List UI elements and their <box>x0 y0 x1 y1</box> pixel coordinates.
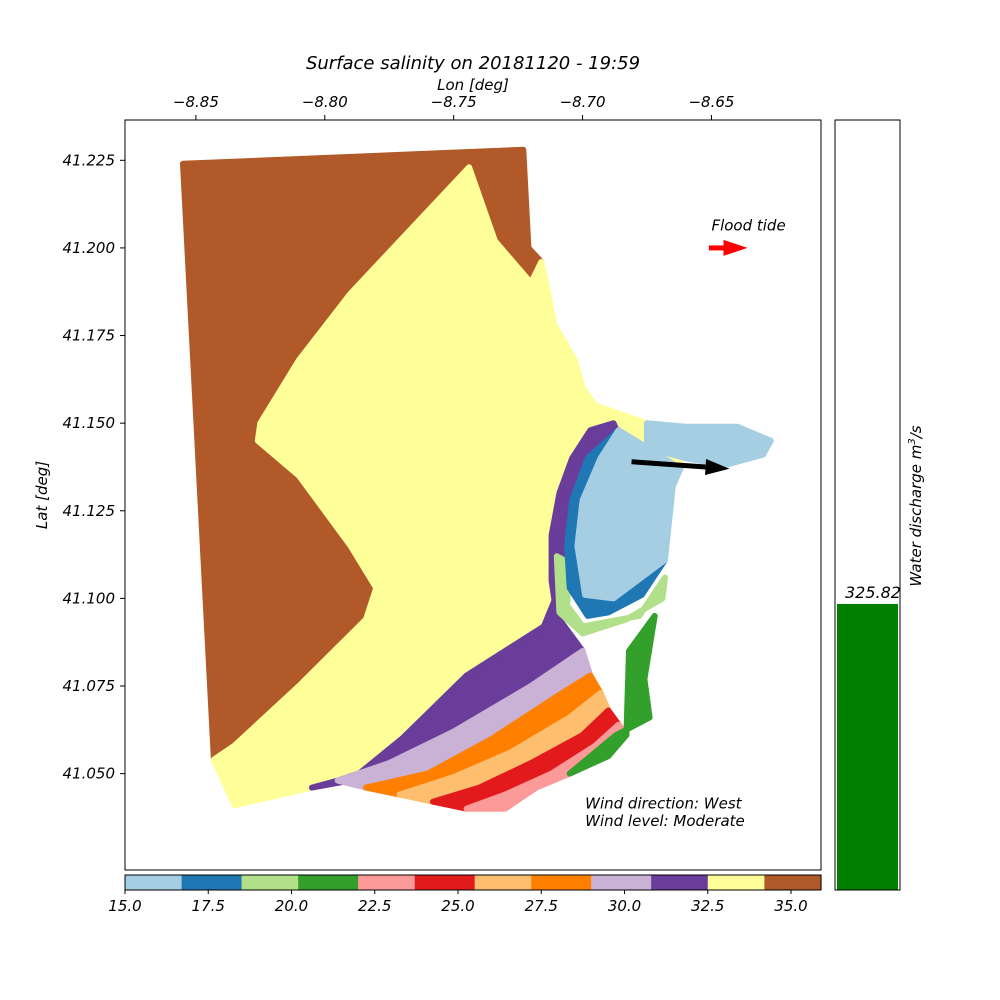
colorbar-bin-2 <box>241 875 299 890</box>
colorbar-tick-label: 17.5 <box>192 897 225 915</box>
discharge-frame <box>834 119 901 891</box>
arrows <box>631 239 748 475</box>
flood-tide-label: Flood tide <box>711 216 785 234</box>
colorbar-bin-11 <box>764 875 822 890</box>
colorbar-bin-8 <box>591 875 652 890</box>
x-axis-label: Lon [deg] <box>437 76 509 94</box>
x-tick-label: −8.80 <box>302 93 348 111</box>
wind-level-label: Wind level: Moderate <box>585 812 745 830</box>
x-tick-label: −8.75 <box>431 93 477 111</box>
flood-tide-arrow-head <box>723 239 748 256</box>
wind-arrow-head <box>705 459 730 475</box>
colorbar-bin-0 <box>125 875 183 890</box>
x-tick-label: −8.70 <box>560 93 606 111</box>
discharge-value-label: 325.82 <box>845 583 901 602</box>
y-tick-label: 41.200 <box>63 239 116 257</box>
colorbar-tick-label: 22.5 <box>358 897 391 915</box>
y-tick-label: 41.175 <box>63 327 116 345</box>
salinity-region-9 <box>553 553 668 637</box>
colorbar-tick-label: 25.0 <box>441 897 474 915</box>
colorbar-tick-label: 27.5 <box>525 897 558 915</box>
chart-title: Surface salinity on 20181120 - 19:59 <box>306 53 640 74</box>
y-tick-label: 41.225 <box>63 151 116 169</box>
colorbar-tick-label: 32.5 <box>691 897 724 915</box>
salinity-region-12 <box>644 420 774 469</box>
colorbar <box>125 875 822 890</box>
y-tick-label: 41.100 <box>63 589 116 607</box>
discharge-axis-label: Water discharge m3/s <box>907 425 925 586</box>
colorbar-bin-5 <box>414 875 476 890</box>
colorbar-bin-4 <box>358 875 416 890</box>
y-tick-label: 41.125 <box>63 502 116 520</box>
colorbar-tick-label: 15.0 <box>108 897 141 915</box>
map-plot-frame <box>124 119 822 871</box>
discharge-bar-fill <box>837 603 898 890</box>
y-tick-label: 41.050 <box>63 765 116 783</box>
colorbar-bin-1 <box>181 875 243 890</box>
wind-direction-label: Wind direction: West <box>585 795 743 813</box>
y-tick-label: 41.150 <box>63 414 116 432</box>
colorbar-bin-9 <box>651 875 709 890</box>
discharge-axis-label-suffix: /s <box>907 425 925 440</box>
colorbar-ticks: 15.0 17.5 20.0 22.5 25.0 27.5 30.0 32.5 35.0 <box>108 890 808 915</box>
colorbar-tick-label: 30.0 <box>608 897 641 915</box>
colorbar-bin-3 <box>298 875 359 890</box>
x-axis-ticks: −8.85 −8.80 −8.75 −8.70 −8.65 <box>173 93 734 120</box>
discharge-axis-label-sup: 3 <box>907 438 918 444</box>
x-tick-label: −8.85 <box>173 93 219 111</box>
discharge-axis-label-main: Water discharge m <box>907 445 925 587</box>
y-tick-label: 41.075 <box>63 677 116 695</box>
colorbar-frame <box>124 874 822 891</box>
y-axis-ticks: 41.050 41.075 41.100 41.125 41.150 41.175 41.2… <box>63 151 125 783</box>
colorbar-bin-10 <box>707 875 765 890</box>
colorbar-tick-label: 20.0 <box>275 897 308 915</box>
x-tick-label: −8.65 <box>688 93 734 111</box>
colorbar-bin-7 <box>531 875 592 890</box>
discharge-panel <box>837 603 898 890</box>
salinity-region-8 <box>566 612 658 777</box>
colorbar-bin-6 <box>474 875 532 890</box>
y-axis-label: Lat [deg] <box>33 461 51 529</box>
salinity-map <box>180 146 774 812</box>
colorbar-tick-label: 35.0 <box>774 897 807 915</box>
wind-arrow-shaft <box>631 459 706 470</box>
